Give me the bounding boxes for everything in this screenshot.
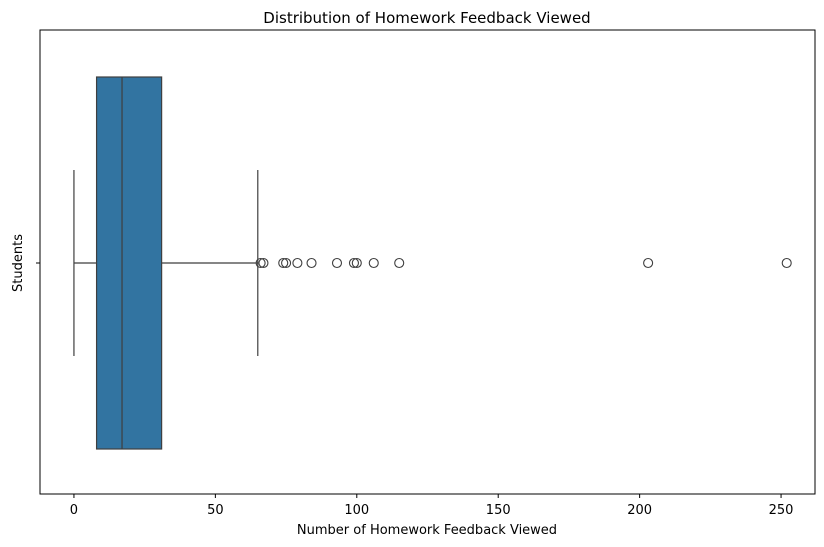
outlier-point <box>292 257 303 269</box>
x-tick-label: 200 <box>627 503 652 518</box>
plot-area-frame <box>39 29 816 495</box>
x-tick-label: 50 <box>207 503 224 518</box>
outlier-point <box>348 257 360 269</box>
outlier-point <box>258 257 269 269</box>
x-tick-label: 0 <box>70 503 78 518</box>
x-axis: 0 50 100 150 200 250 <box>70 494 794 518</box>
outlier-point <box>643 257 654 269</box>
outlier-point <box>278 257 289 269</box>
outlier-point <box>331 257 343 269</box>
x-tick-label: 250 <box>769 503 794 518</box>
chart-title: Distribution of Homework Feedback Viewed <box>263 9 590 27</box>
outlier-point <box>394 257 405 269</box>
outlier-point <box>306 257 317 269</box>
x-axis-title: Number of Homework Feedback Viewed <box>297 523 557 538</box>
x-tick-label: 100 <box>344 503 369 518</box>
outlier-point <box>255 257 266 269</box>
y-axis-title: Students <box>11 234 26 292</box>
outlier-point <box>281 257 292 269</box>
outlier-point <box>351 257 362 269</box>
outlier-point <box>368 257 379 269</box>
iqr-box <box>95 76 163 450</box>
box-plot <box>73 76 792 450</box>
x-tick-label: 150 <box>486 503 511 518</box>
outlier-point <box>781 257 792 269</box>
